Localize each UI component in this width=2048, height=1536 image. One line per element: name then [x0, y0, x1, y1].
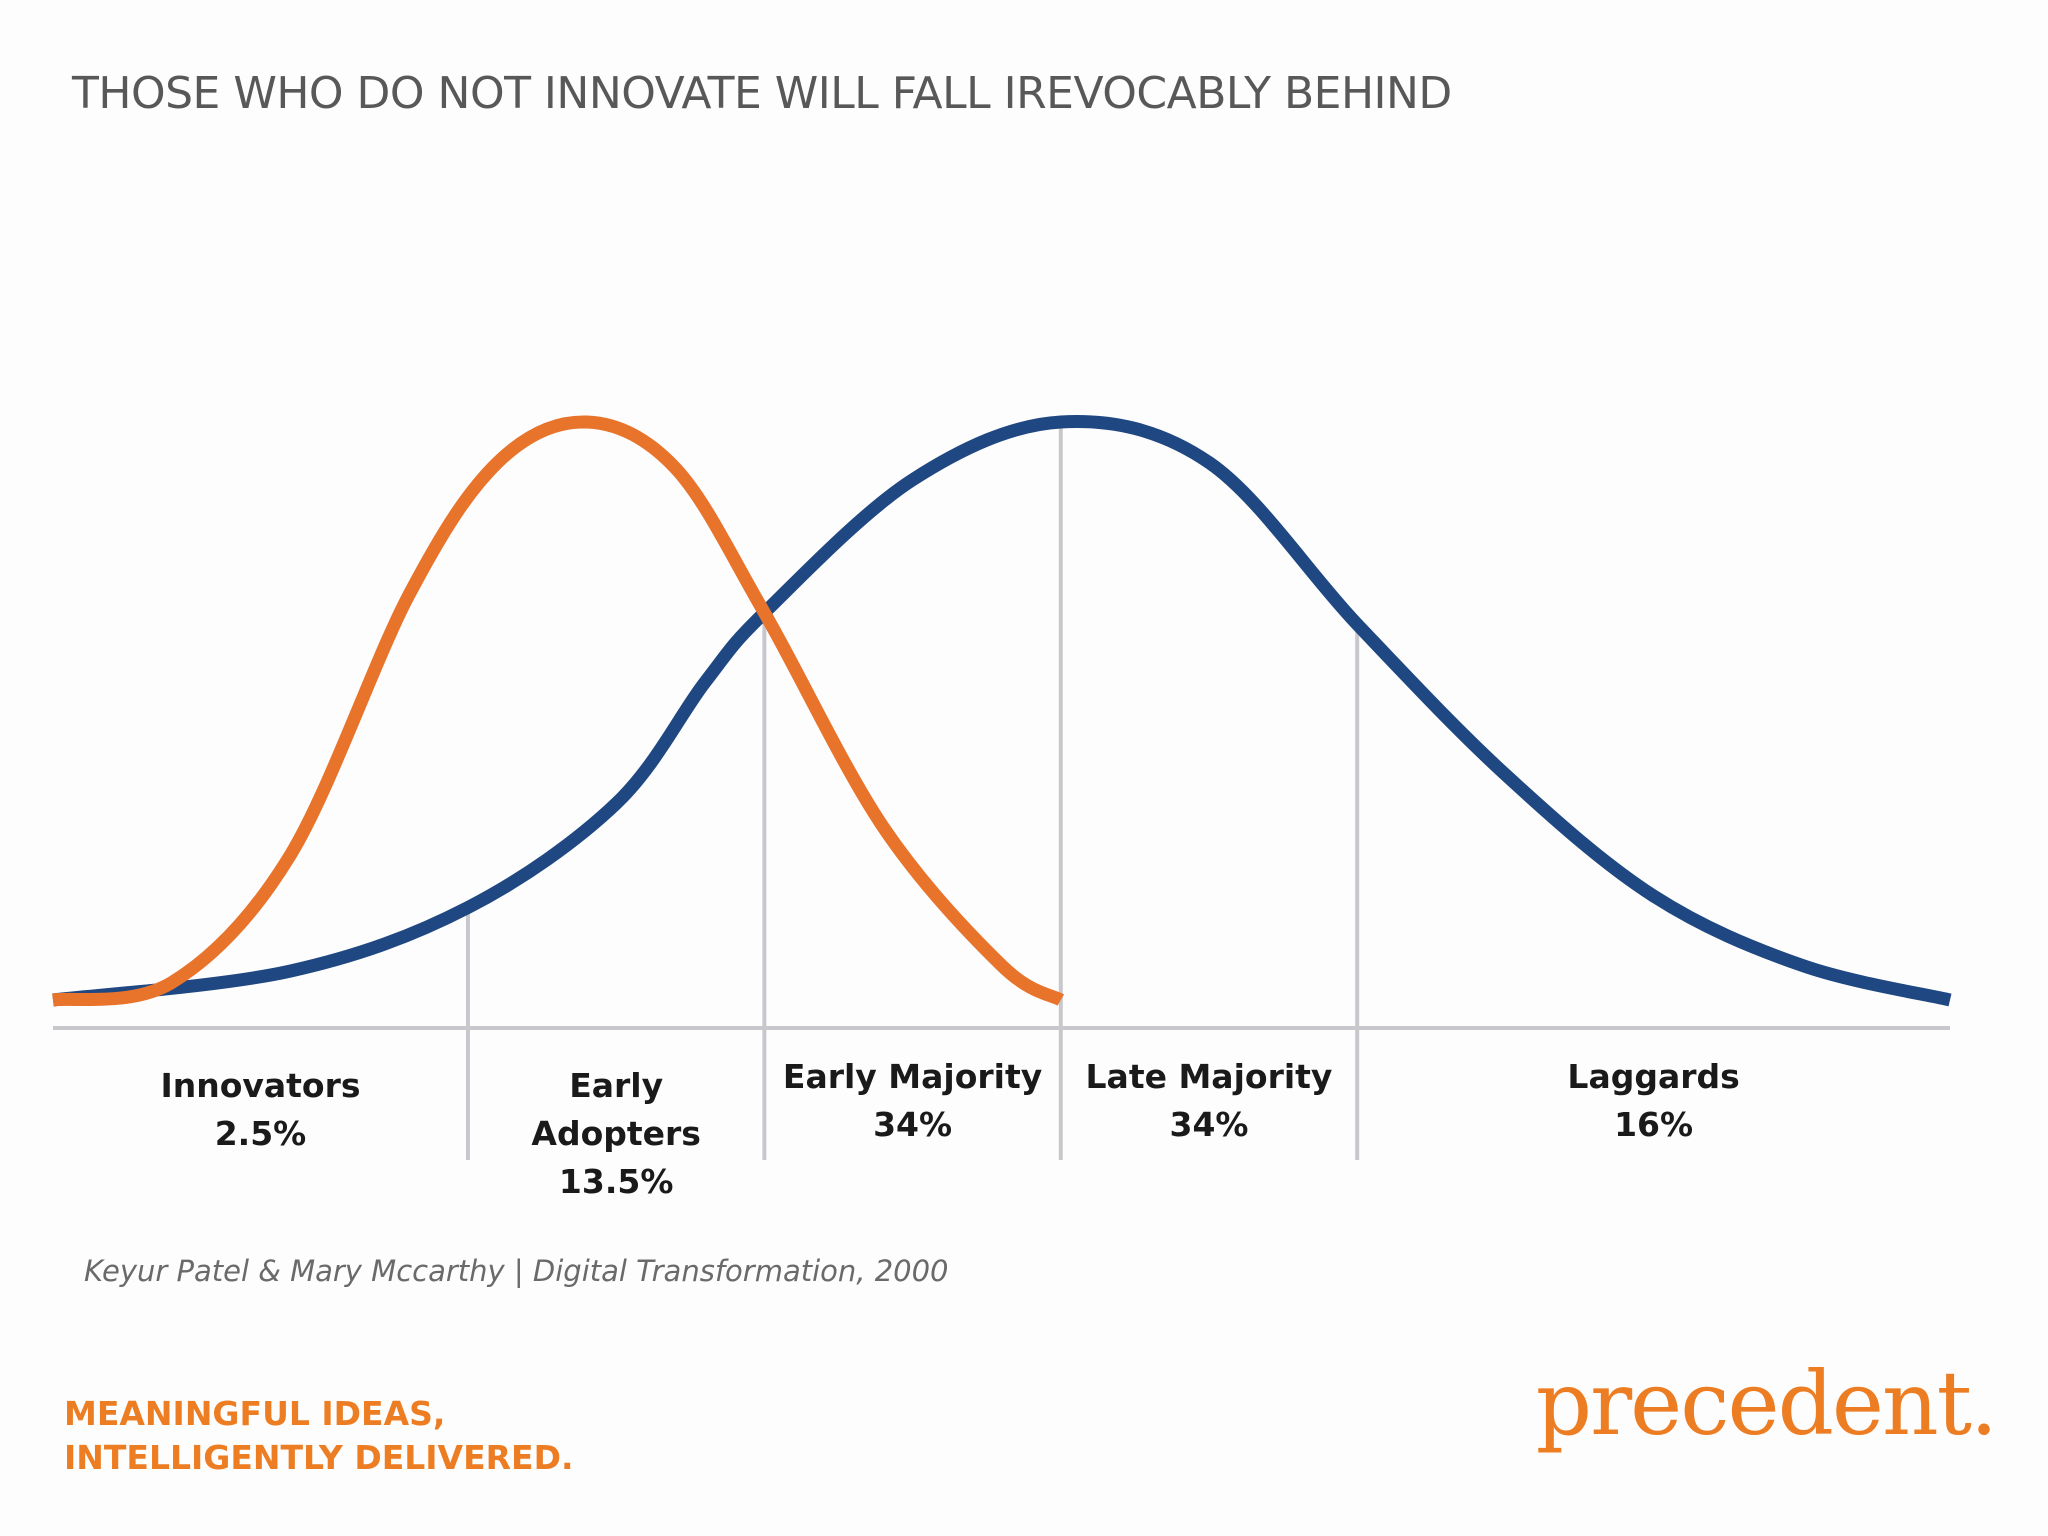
- segment-name: Early: [569, 1066, 664, 1105]
- segment-name: Late Majority: [1085, 1057, 1333, 1096]
- segment-share: 13.5%: [558, 1162, 674, 1201]
- segment-label-late-majority: Late Majority 34%: [1086, 1053, 1333, 1149]
- segment-label-early-majority: Early Majority 34%: [783, 1053, 1042, 1149]
- tagline: MEANINGFUL IDEAS, INTELLIGENTLY DELIVERE…: [64, 1392, 574, 1480]
- adoption-curve-blue: [52, 415, 1952, 1007]
- tagline-line-1: MEANINGFUL IDEAS,: [64, 1394, 446, 1433]
- segment-label-early-adopters: Early Adopters 13.5%: [531, 1062, 701, 1206]
- segment-share: 34%: [873, 1105, 953, 1144]
- segment-name: Innovators: [160, 1066, 361, 1105]
- segment-label-laggards: Laggards 16%: [1567, 1053, 1739, 1149]
- segment-label-innovators: Innovators 2.5%: [160, 1062, 360, 1158]
- citation: Keyur Patel & Mary Mccarthy | Digital Tr…: [84, 1254, 949, 1288]
- segment-name: Adopters: [531, 1114, 701, 1153]
- chart-title: THOSE WHO DO NOT INNOVATE WILL FALL IREV…: [72, 68, 1452, 119]
- segment-share: 34%: [1169, 1105, 1249, 1144]
- segment-share: 2.5%: [214, 1114, 307, 1153]
- segment-name: Early Majority: [782, 1057, 1043, 1096]
- brand-logo: precedent.: [1535, 1352, 1998, 1455]
- tagline-line-2: INTELLIGENTLY DELIVERED.: [64, 1438, 574, 1477]
- segment-name: Laggards: [1567, 1057, 1740, 1096]
- segment-share: 16%: [1614, 1105, 1694, 1144]
- adoption-curve-orange: [52, 415, 1065, 1007]
